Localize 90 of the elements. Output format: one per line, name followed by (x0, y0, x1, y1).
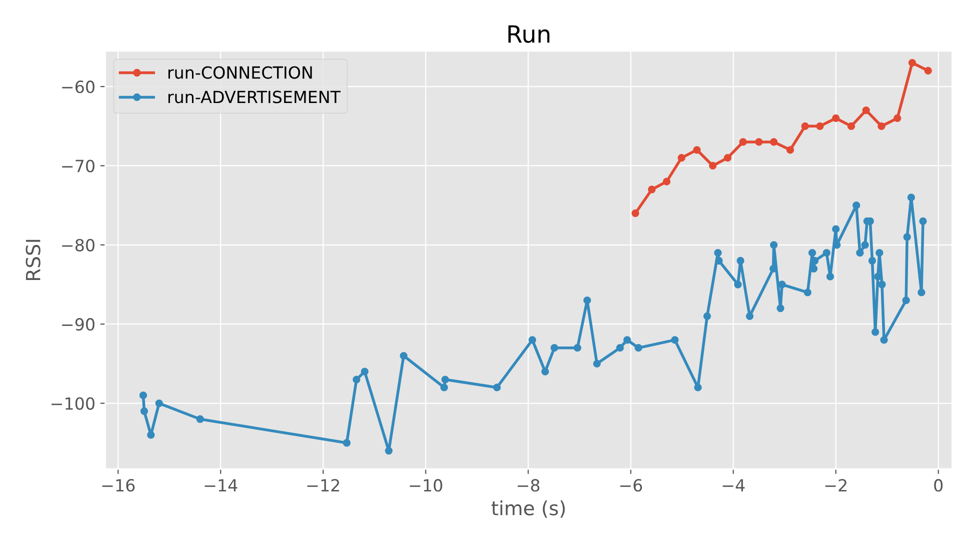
point (734, 280, 742, 288)
point (623, 336, 631, 344)
point (440, 384, 448, 392)
point (441, 376, 449, 384)
x-tick-label: −4 (722, 479, 745, 492)
x-tick-label: −10 (410, 479, 442, 492)
point (493, 384, 501, 392)
point (907, 194, 916, 202)
point (593, 360, 601, 368)
point (708, 162, 717, 170)
point (755, 138, 763, 146)
point (832, 114, 840, 122)
point (880, 336, 888, 344)
point (861, 241, 869, 249)
point (616, 344, 624, 352)
point (801, 122, 809, 130)
point (786, 146, 794, 154)
y-tick-label: −100 (52, 397, 94, 410)
point (140, 407, 148, 416)
point (147, 431, 155, 439)
point (878, 280, 886, 288)
point (736, 256, 744, 265)
point (715, 256, 723, 265)
point (583, 296, 592, 304)
point (862, 106, 870, 114)
point (139, 392, 148, 400)
x-tick-label: −16 (102, 479, 135, 492)
point (878, 122, 886, 130)
chart-title: Run (508, 25, 550, 43)
legend-label: run-ADVERTISEMENT (168, 90, 341, 104)
point (847, 122, 856, 130)
point (894, 114, 902, 122)
point (360, 368, 369, 376)
point (852, 202, 860, 210)
point (808, 249, 816, 257)
point (822, 249, 830, 257)
x-axis-title: time (s) (492, 500, 565, 518)
point (903, 233, 911, 241)
point (816, 122, 824, 130)
x-tick-label: −12 (307, 479, 340, 492)
point (856, 249, 864, 257)
point (714, 249, 722, 257)
point (574, 344, 582, 352)
point (724, 154, 732, 162)
point (671, 336, 679, 344)
y-tick-label: −70 (62, 160, 94, 172)
point (739, 138, 747, 146)
point (804, 288, 812, 296)
point (541, 368, 549, 376)
x-tick-label: −2 (825, 479, 846, 492)
point (400, 352, 408, 360)
point (342, 439, 351, 447)
point (678, 154, 686, 162)
y-axis-title: RSSI (26, 240, 40, 280)
point (634, 344, 642, 352)
point (918, 288, 926, 296)
point (155, 399, 163, 408)
point (924, 66, 932, 75)
point (662, 178, 670, 186)
x-tick-label: 0 (934, 479, 943, 492)
y-tick-label: −80 (62, 238, 94, 252)
point (352, 376, 360, 384)
point (868, 256, 876, 265)
point (746, 312, 754, 320)
point (693, 146, 701, 154)
y-tick-label: −60 (62, 80, 94, 94)
point (770, 138, 778, 146)
x-tick-label: −6 (620, 479, 642, 492)
point (876, 249, 884, 257)
point (778, 280, 786, 288)
legend-label: run-CONNECTION (168, 66, 312, 79)
point (902, 296, 910, 304)
point (703, 312, 711, 320)
point (776, 304, 784, 312)
x-tick-label: −14 (204, 479, 238, 492)
point (196, 415, 204, 423)
point (384, 446, 393, 455)
x-tick-label: −8 (518, 479, 540, 492)
point (832, 225, 840, 233)
point (632, 209, 640, 218)
point (826, 272, 834, 280)
point (908, 58, 916, 67)
point (919, 217, 927, 225)
y-tick-label: −90 (62, 318, 94, 331)
point (550, 344, 558, 352)
point (694, 384, 702, 392)
point (770, 241, 778, 249)
point (648, 186, 656, 194)
point (528, 336, 536, 344)
point (871, 328, 880, 336)
